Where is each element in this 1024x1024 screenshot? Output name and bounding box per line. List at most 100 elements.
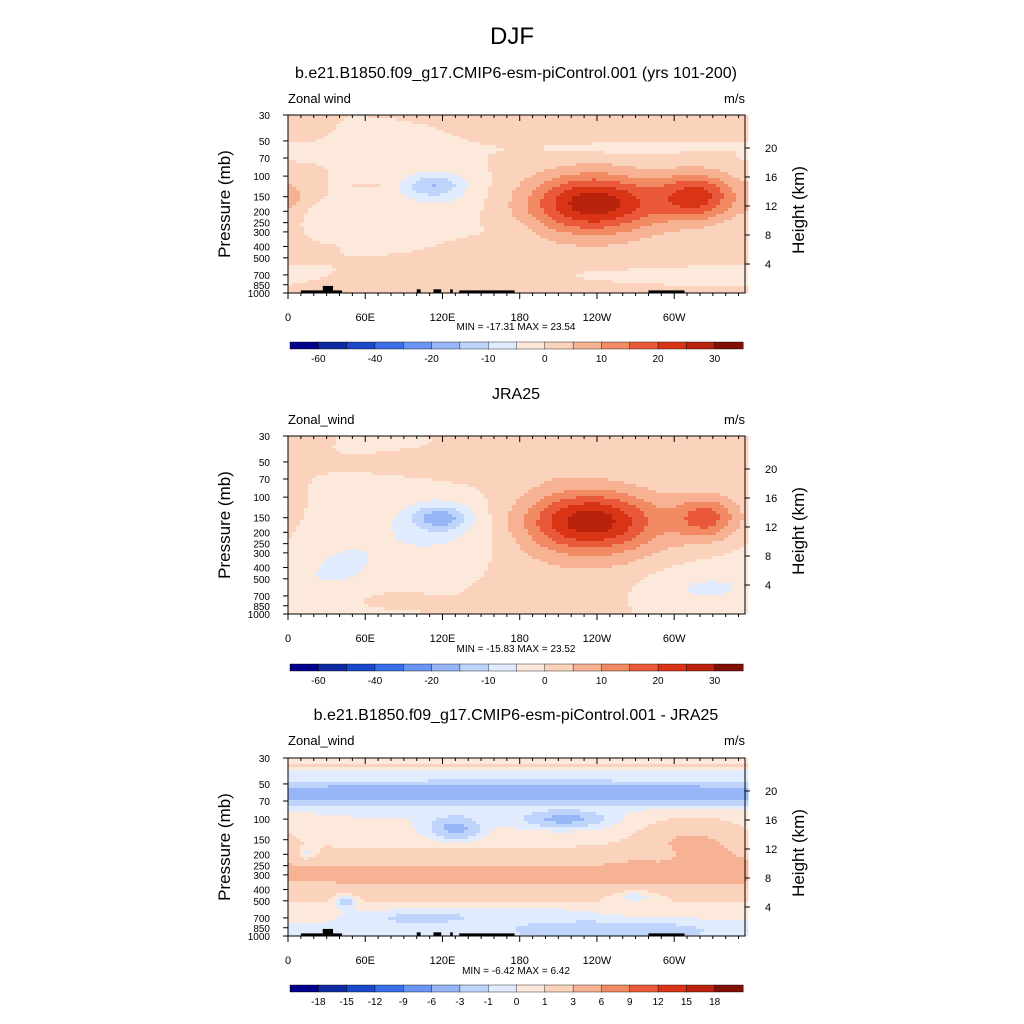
colorbar-swatch: [431, 341, 461, 350]
topography-mask: [322, 285, 334, 293]
colorbar-swatch: [544, 341, 574, 350]
panel-2: JRA25 Zonal_wind m/s 0 60E 120E 180 120W 60W 3…: [215, 386, 808, 687]
colorbar-swatch: [601, 984, 631, 993]
colorbar-swatch: [516, 341, 546, 350]
colorbar-label: 15: [681, 997, 693, 1008]
x-tick-label: 60E: [355, 955, 375, 967]
min-max-stats: MIN = -15.83 MAX = 23.52: [457, 644, 576, 655]
colorbar-swatch: [686, 341, 716, 350]
colorbar-label: -20: [424, 354, 439, 365]
topography-mask: [322, 928, 334, 936]
x-tick-label: 0: [285, 633, 291, 645]
height-tick-label: 4: [765, 259, 771, 271]
colorbar-label: 10: [596, 676, 608, 687]
colorbar-label: -20: [424, 676, 439, 687]
y-tick-label: 250: [253, 219, 270, 230]
y-tick-label: 70: [259, 797, 271, 808]
x-tick-label: 60W: [663, 312, 686, 324]
colorbar-swatch: [403, 984, 433, 993]
height-axis-label: Height (km): [789, 809, 808, 897]
x-tick-label: 60E: [355, 633, 375, 645]
panel-title: b.e21.B1850.f09_g17.CMIP6-esm-piControl.…: [314, 707, 719, 724]
y-tick-label: 200: [253, 528, 270, 539]
height-tick-label: 16: [765, 172, 777, 184]
y-tick-label: 50: [259, 137, 271, 148]
colorbar-swatch: [318, 663, 348, 672]
x-tick-label: 180: [511, 312, 529, 324]
y-axis-label: Pressure (mb): [215, 150, 234, 258]
height-tick-label: 12: [765, 201, 777, 213]
colorbar-swatch: [544, 984, 574, 993]
colorbar-swatch: [374, 984, 404, 993]
colorbar-label: -9: [399, 997, 408, 1008]
topography-mask: [450, 289, 453, 293]
height-tick-label: 20: [765, 464, 777, 476]
colorbar-swatch: [544, 663, 574, 672]
y-tick-label: 300: [253, 871, 270, 882]
x-tick-label: 0: [285, 312, 291, 324]
colorbar-swatch: [601, 341, 631, 350]
x-tick-label: 120E: [430, 312, 456, 324]
y-tick-label: 850: [253, 281, 270, 292]
height-tick-label: 12: [765, 844, 777, 856]
colorbar-label: 3: [570, 997, 576, 1008]
colorbar-swatch: [629, 341, 659, 350]
y-tick-label: 250: [253, 540, 270, 551]
colorbar-label: 1: [542, 997, 548, 1008]
y-tick-label: 500: [253, 254, 270, 265]
height-tick-label: 4: [765, 580, 771, 592]
colorbar-swatch: [686, 984, 716, 993]
variable-label: Zonal_wind: [288, 412, 355, 427]
colorbar-swatch: [374, 341, 404, 350]
colorbar-label: -40: [368, 354, 383, 365]
colorbar-swatch: [289, 663, 319, 672]
min-max-stats: MIN = -6.42 MAX = 6.42: [462, 966, 570, 977]
units-label: m/s: [724, 412, 745, 427]
plot-frame: [287, 757, 746, 937]
y-tick-label: 50: [259, 780, 271, 791]
colorbar-label: -3: [455, 997, 464, 1008]
y-tick-label: 1000: [248, 289, 271, 300]
colorbar-swatch: [714, 984, 744, 993]
topography-mask: [450, 932, 453, 936]
height-tick-label: 16: [765, 815, 777, 827]
colorbar-label: 12: [653, 997, 665, 1008]
colorbar-swatch: [289, 341, 319, 350]
contour-field: [288, 758, 749, 937]
colorbar-label: -1: [484, 997, 493, 1008]
min-max-stats: MIN = -17.31 MAX = 23.54: [457, 322, 576, 333]
colorbar-label: -12: [368, 997, 383, 1008]
colorbar: -60 -40 -20 -10 0 10 20 30: [289, 341, 744, 365]
colorbar-swatch: [346, 341, 376, 350]
colorbar-label: 6: [599, 997, 605, 1008]
height-tick-label: 8: [765, 230, 771, 242]
y-tick-label: 30: [259, 432, 271, 443]
colorbar-swatch: [572, 663, 602, 672]
y-tick-label: 1000: [248, 610, 271, 621]
colorbar-swatch: [431, 984, 461, 993]
y-tick-label: 700: [253, 271, 270, 282]
height-tick-label: 8: [765, 551, 771, 563]
y-tick-label: 400: [253, 242, 270, 253]
y-tick-label: 700: [253, 914, 270, 925]
colorbar-swatch: [516, 984, 546, 993]
y-tick-label: 300: [253, 228, 270, 239]
plot-frame: [287, 435, 746, 615]
colorbar-label: -6: [427, 997, 436, 1008]
colorbar-swatch: [686, 663, 716, 672]
y-axis-label: Pressure (mb): [215, 793, 234, 901]
colorbar-label: -40: [368, 676, 383, 687]
colorbar-label: 9: [627, 997, 633, 1008]
contour-field: [288, 436, 749, 615]
colorbar-swatch: [431, 663, 461, 672]
height-tick-label: 8: [765, 873, 771, 885]
y-tick-label: 850: [253, 924, 270, 935]
plot-frame: [287, 114, 746, 294]
panel-title: b.e21.B1850.f09_g17.CMIP6-esm-piControl.…: [295, 65, 737, 82]
height-axis-label: Height (km): [789, 166, 808, 254]
y-tick-label: 150: [253, 193, 270, 204]
x-tick-label: 60W: [663, 633, 686, 645]
colorbar-swatch: [487, 663, 517, 672]
y-axis-label: Pressure (mb): [215, 471, 234, 579]
y-tick-label: 300: [253, 549, 270, 560]
